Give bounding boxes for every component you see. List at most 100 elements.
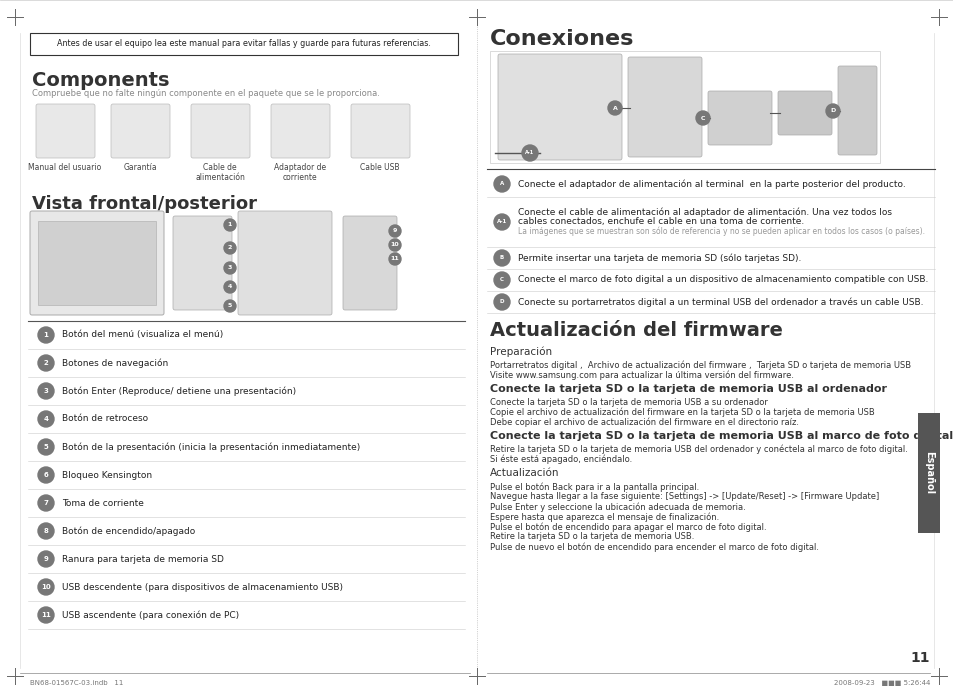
Circle shape [825,104,840,118]
Text: 2: 2 [228,245,232,250]
Text: A: A [612,105,617,110]
Text: D: D [499,299,504,304]
Text: 1: 1 [44,332,49,338]
Text: 7: 7 [44,500,49,506]
Text: Ranura para tarjeta de memoria SD: Ranura para tarjeta de memoria SD [62,554,224,563]
Text: B: B [499,256,503,261]
Text: Compruebe que no falte ningún componente en el paquete que se le proporciona.: Compruebe que no falte ningún componente… [32,89,379,98]
Text: Retire la tarjeta SD o la tarjeta de memoria USB.: Retire la tarjeta SD o la tarjeta de mem… [490,532,694,541]
Text: 6: 6 [44,472,49,478]
Text: Retire la tarjeta SD o la tarjeta de memoria USB del ordenador y conéctela al ma: Retire la tarjeta SD o la tarjeta de mem… [490,445,907,455]
Text: Antes de usar el equipo lea este manual para evitar fallas y guarde para futuras: Antes de usar el equipo lea este manual … [57,40,431,49]
Text: Pulse el botón de encendido para apagar el marco de foto digital.: Pulse el botón de encendido para apagar … [490,522,766,532]
Circle shape [38,495,54,511]
Text: Pulse Enter y seleccione la ubicación adecuada de memoria.: Pulse Enter y seleccione la ubicación ad… [490,502,745,511]
Text: 11: 11 [41,612,51,618]
Circle shape [224,242,235,254]
Circle shape [224,281,235,293]
Circle shape [224,300,235,312]
Text: 2008-09-23   ■■■ 5:26:44: 2008-09-23 ■■■ 5:26:44 [833,680,929,686]
Circle shape [38,607,54,623]
Bar [917,413,939,533]
FancyBboxPatch shape [343,216,396,310]
Text: Actualización: Actualización [490,468,558,478]
FancyBboxPatch shape [237,211,332,315]
Text: 4: 4 [44,416,49,422]
Text: Cable de
alimentación: Cable de alimentación [194,163,245,182]
Circle shape [38,551,54,567]
Text: 10: 10 [391,243,399,247]
Text: 1: 1 [228,222,232,227]
Text: La imágenes que se muestran son sólo de referencia y no se pueden aplicar en tod: La imágenes que se muestran son sólo de … [517,227,924,236]
FancyBboxPatch shape [497,54,621,160]
Circle shape [38,383,54,399]
Text: Adaptador de
corriente: Adaptador de corriente [274,163,326,182]
Text: Conecte el marco de foto digital a un dispositivo de almacenamiento compatible c: Conecte el marco de foto digital a un di… [517,276,927,285]
Text: Components: Components [32,71,170,90]
Text: Toma de corriente: Toma de corriente [62,498,144,507]
Circle shape [224,262,235,274]
FancyBboxPatch shape [778,91,831,135]
Circle shape [38,467,54,483]
Circle shape [38,439,54,455]
Text: Conecte su portarretratos digital a un terminal USB del ordenador a través un ca: Conecte su portarretratos digital a un t… [517,297,923,307]
Circle shape [389,225,400,237]
Text: Conecte la tarjeta SD o la tarjeta de memoria USB al ordenador: Conecte la tarjeta SD o la tarjeta de me… [490,384,886,394]
Text: 5: 5 [228,304,232,308]
Text: BN68-01567C-03.indb   11: BN68-01567C-03.indb 11 [30,680,123,686]
Text: Botón Enter (Reproduce/ detiene una presentación): Botón Enter (Reproduce/ detiene una pres… [62,386,295,396]
Text: Espere hasta que aparezca el mensaje de finalización.: Espere hasta que aparezca el mensaje de … [490,512,719,522]
FancyBboxPatch shape [351,104,410,158]
FancyBboxPatch shape [627,57,701,157]
Text: A-1: A-1 [497,220,507,225]
Circle shape [389,239,400,251]
Text: Copie el archivo de actualización del firmware en la tarjeta SD o la tarjeta de : Copie el archivo de actualización del fi… [490,408,874,417]
Circle shape [494,250,510,266]
Text: 3: 3 [44,388,49,394]
Circle shape [494,294,510,310]
Text: Botón de encendido/apagado: Botón de encendido/apagado [62,526,195,536]
Text: Permite insertar una tarjeta de memoria SD (sólo tarjetas SD).: Permite insertar una tarjeta de memoria … [517,253,801,263]
Text: Vista frontal/posterior: Vista frontal/posterior [32,195,256,213]
Text: USB ascendente (para conexión de PC): USB ascendente (para conexión de PC) [62,611,239,620]
Text: 11: 11 [909,651,929,665]
FancyBboxPatch shape [837,66,876,155]
FancyBboxPatch shape [36,104,95,158]
Text: 8: 8 [44,528,49,534]
Text: A: A [499,182,503,186]
Text: 4: 4 [228,285,232,290]
Circle shape [38,411,54,427]
Text: Conecte el cable de alimentación al adaptador de alimentación. Una vez todos los: Conecte el cable de alimentación al adap… [517,208,891,217]
Text: Garantía: Garantía [123,163,156,172]
Text: Conecte la tarjeta SD o la tarjeta de memoria USB a su ordenador: Conecte la tarjeta SD o la tarjeta de me… [490,398,767,407]
Circle shape [224,219,235,231]
Text: 10: 10 [41,584,51,590]
Text: 5: 5 [44,444,49,450]
Text: Si éste está apagado, enciéndalo.: Si éste está apagado, enciéndalo. [490,455,632,464]
Text: USB descendente (para dispositivos de almacenamiento USB): USB descendente (para dispositivos de al… [62,583,343,592]
Circle shape [607,101,621,115]
FancyBboxPatch shape [191,104,250,158]
Text: 11: 11 [390,256,399,261]
Circle shape [696,111,709,125]
Text: D: D [829,109,835,114]
Text: Botón de la presentación (inicia la presentación inmediatamente): Botón de la presentación (inicia la pres… [62,442,360,452]
Text: Cable USB: Cable USB [360,163,399,172]
Text: Español: Español [923,451,933,495]
FancyBboxPatch shape [490,51,879,163]
Text: Pulse de nuevo el botón de encendido para encender el marco de foto digital.: Pulse de nuevo el botón de encendido par… [490,542,818,552]
Text: 9: 9 [44,556,49,562]
Circle shape [521,145,537,161]
Text: Portarretratos digital ,  Archivo de actualización del firmware ,  Tarjeta SD o : Portarretratos digital , Archivo de actu… [490,361,910,371]
Text: 9: 9 [393,229,396,234]
Circle shape [38,579,54,595]
Text: Debe copiar el archivo de actualización del firmware en el directorio raíz.: Debe copiar el archivo de actualización … [490,418,799,428]
Text: 3: 3 [228,265,232,270]
Circle shape [38,327,54,343]
Text: Conecte la tarjeta SD o la tarjeta de memoria USB al marco de foto digital: Conecte la tarjeta SD o la tarjeta de me… [490,431,952,441]
Circle shape [494,272,510,288]
Text: C: C [700,116,704,121]
Text: 2: 2 [44,360,49,366]
Text: Conecte el adaptador de alimentación al terminal  en la parte posterior del prod: Conecte el adaptador de alimentación al … [517,179,904,188]
Text: C: C [499,277,503,283]
